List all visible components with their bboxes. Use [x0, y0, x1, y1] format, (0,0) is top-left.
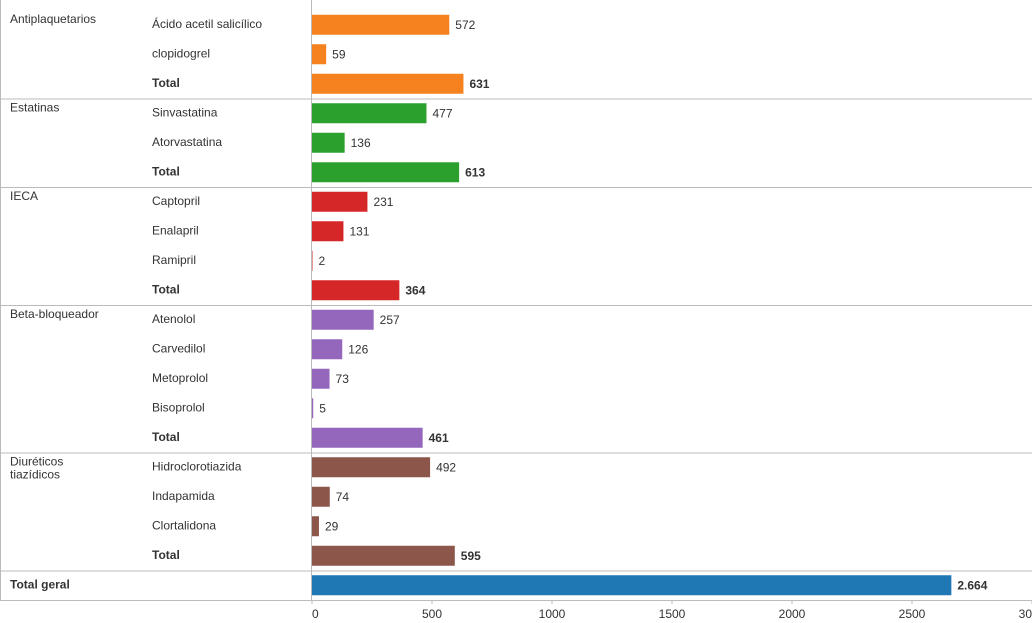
group-label: Estatinas — [10, 101, 59, 115]
bar — [312, 457, 431, 478]
bar — [312, 575, 952, 596]
value-label: 136 — [351, 136, 371, 150]
value-label: 477 — [432, 106, 452, 120]
value-label: 631 — [469, 77, 489, 91]
bar — [312, 73, 464, 94]
value-label: 492 — [436, 460, 456, 474]
x-tick-label: 500 — [422, 607, 442, 621]
value-label: 595 — [461, 549, 481, 563]
value-label: 2 — [318, 254, 325, 268]
category-label: Atenolol — [152, 312, 195, 326]
x-tick-label: 0 — [312, 607, 319, 621]
total-label: Total — [152, 282, 180, 296]
bar — [312, 516, 319, 537]
group-label: Beta-bloqueador — [10, 307, 99, 321]
bar — [312, 191, 368, 212]
bar — [312, 132, 345, 153]
bar — [312, 280, 400, 301]
category-label: Enalapril — [152, 223, 199, 237]
bar — [312, 44, 327, 65]
total-label: Total — [152, 430, 180, 444]
category-label: Ramipril — [152, 253, 196, 267]
bar — [312, 221, 344, 242]
total-label: Total — [152, 164, 180, 178]
x-tick-label: 1000 — [539, 607, 566, 621]
x-tick-label: 2500 — [899, 607, 926, 621]
bar — [312, 309, 374, 330]
group-label: Antiplaquetarios — [10, 12, 96, 26]
value-label: 257 — [380, 313, 400, 327]
bar — [312, 162, 460, 183]
x-tick-label: 3000 — [1019, 607, 1032, 621]
bar — [312, 427, 423, 448]
value-label: 231 — [373, 195, 393, 209]
category-label: Atorvastatina — [152, 135, 222, 149]
value-label: 29 — [325, 519, 339, 533]
category-label: Carvedilol — [152, 341, 205, 355]
category-label: Ácido acetil salicílico — [152, 16, 262, 31]
category-label: Bisoprolol — [152, 400, 205, 414]
value-label: 2.664 — [957, 578, 987, 592]
value-label: 59 — [332, 47, 346, 61]
group-label: IECA — [10, 189, 38, 203]
category-label: Metoprolol — [152, 371, 208, 385]
group-label: Diuréticos tiazídicos — [10, 455, 63, 482]
value-label: 131 — [349, 224, 369, 238]
bar — [312, 486, 330, 507]
value-label: 5 — [319, 401, 326, 415]
value-label: 364 — [405, 283, 425, 297]
x-tick-label: 2000 — [779, 607, 806, 621]
bar — [312, 14, 450, 35]
bar — [312, 339, 343, 360]
value-label: 572 — [455, 18, 475, 32]
category-label: Indapamida — [152, 489, 215, 503]
value-label: 613 — [465, 165, 485, 179]
grand-total-label: Total geral — [10, 577, 70, 591]
total-label: Total — [152, 548, 180, 562]
category-label: Captopril — [152, 194, 200, 208]
value-label: 461 — [429, 431, 449, 445]
x-tick-label: 1500 — [659, 607, 686, 621]
bar — [312, 368, 330, 389]
category-label: Sinvastatina — [152, 105, 218, 119]
total-label: Total — [152, 76, 180, 90]
value-label: 126 — [348, 342, 368, 356]
category-label: Hidroclorotiazida — [152, 459, 242, 473]
bar — [312, 103, 427, 124]
bar — [312, 398, 314, 419]
bar — [312, 545, 455, 566]
category-label: clopidogrel — [152, 46, 210, 60]
value-label: 74 — [336, 490, 350, 504]
category-label: Clortalidona — [152, 518, 216, 532]
value-label: 73 — [336, 372, 350, 386]
